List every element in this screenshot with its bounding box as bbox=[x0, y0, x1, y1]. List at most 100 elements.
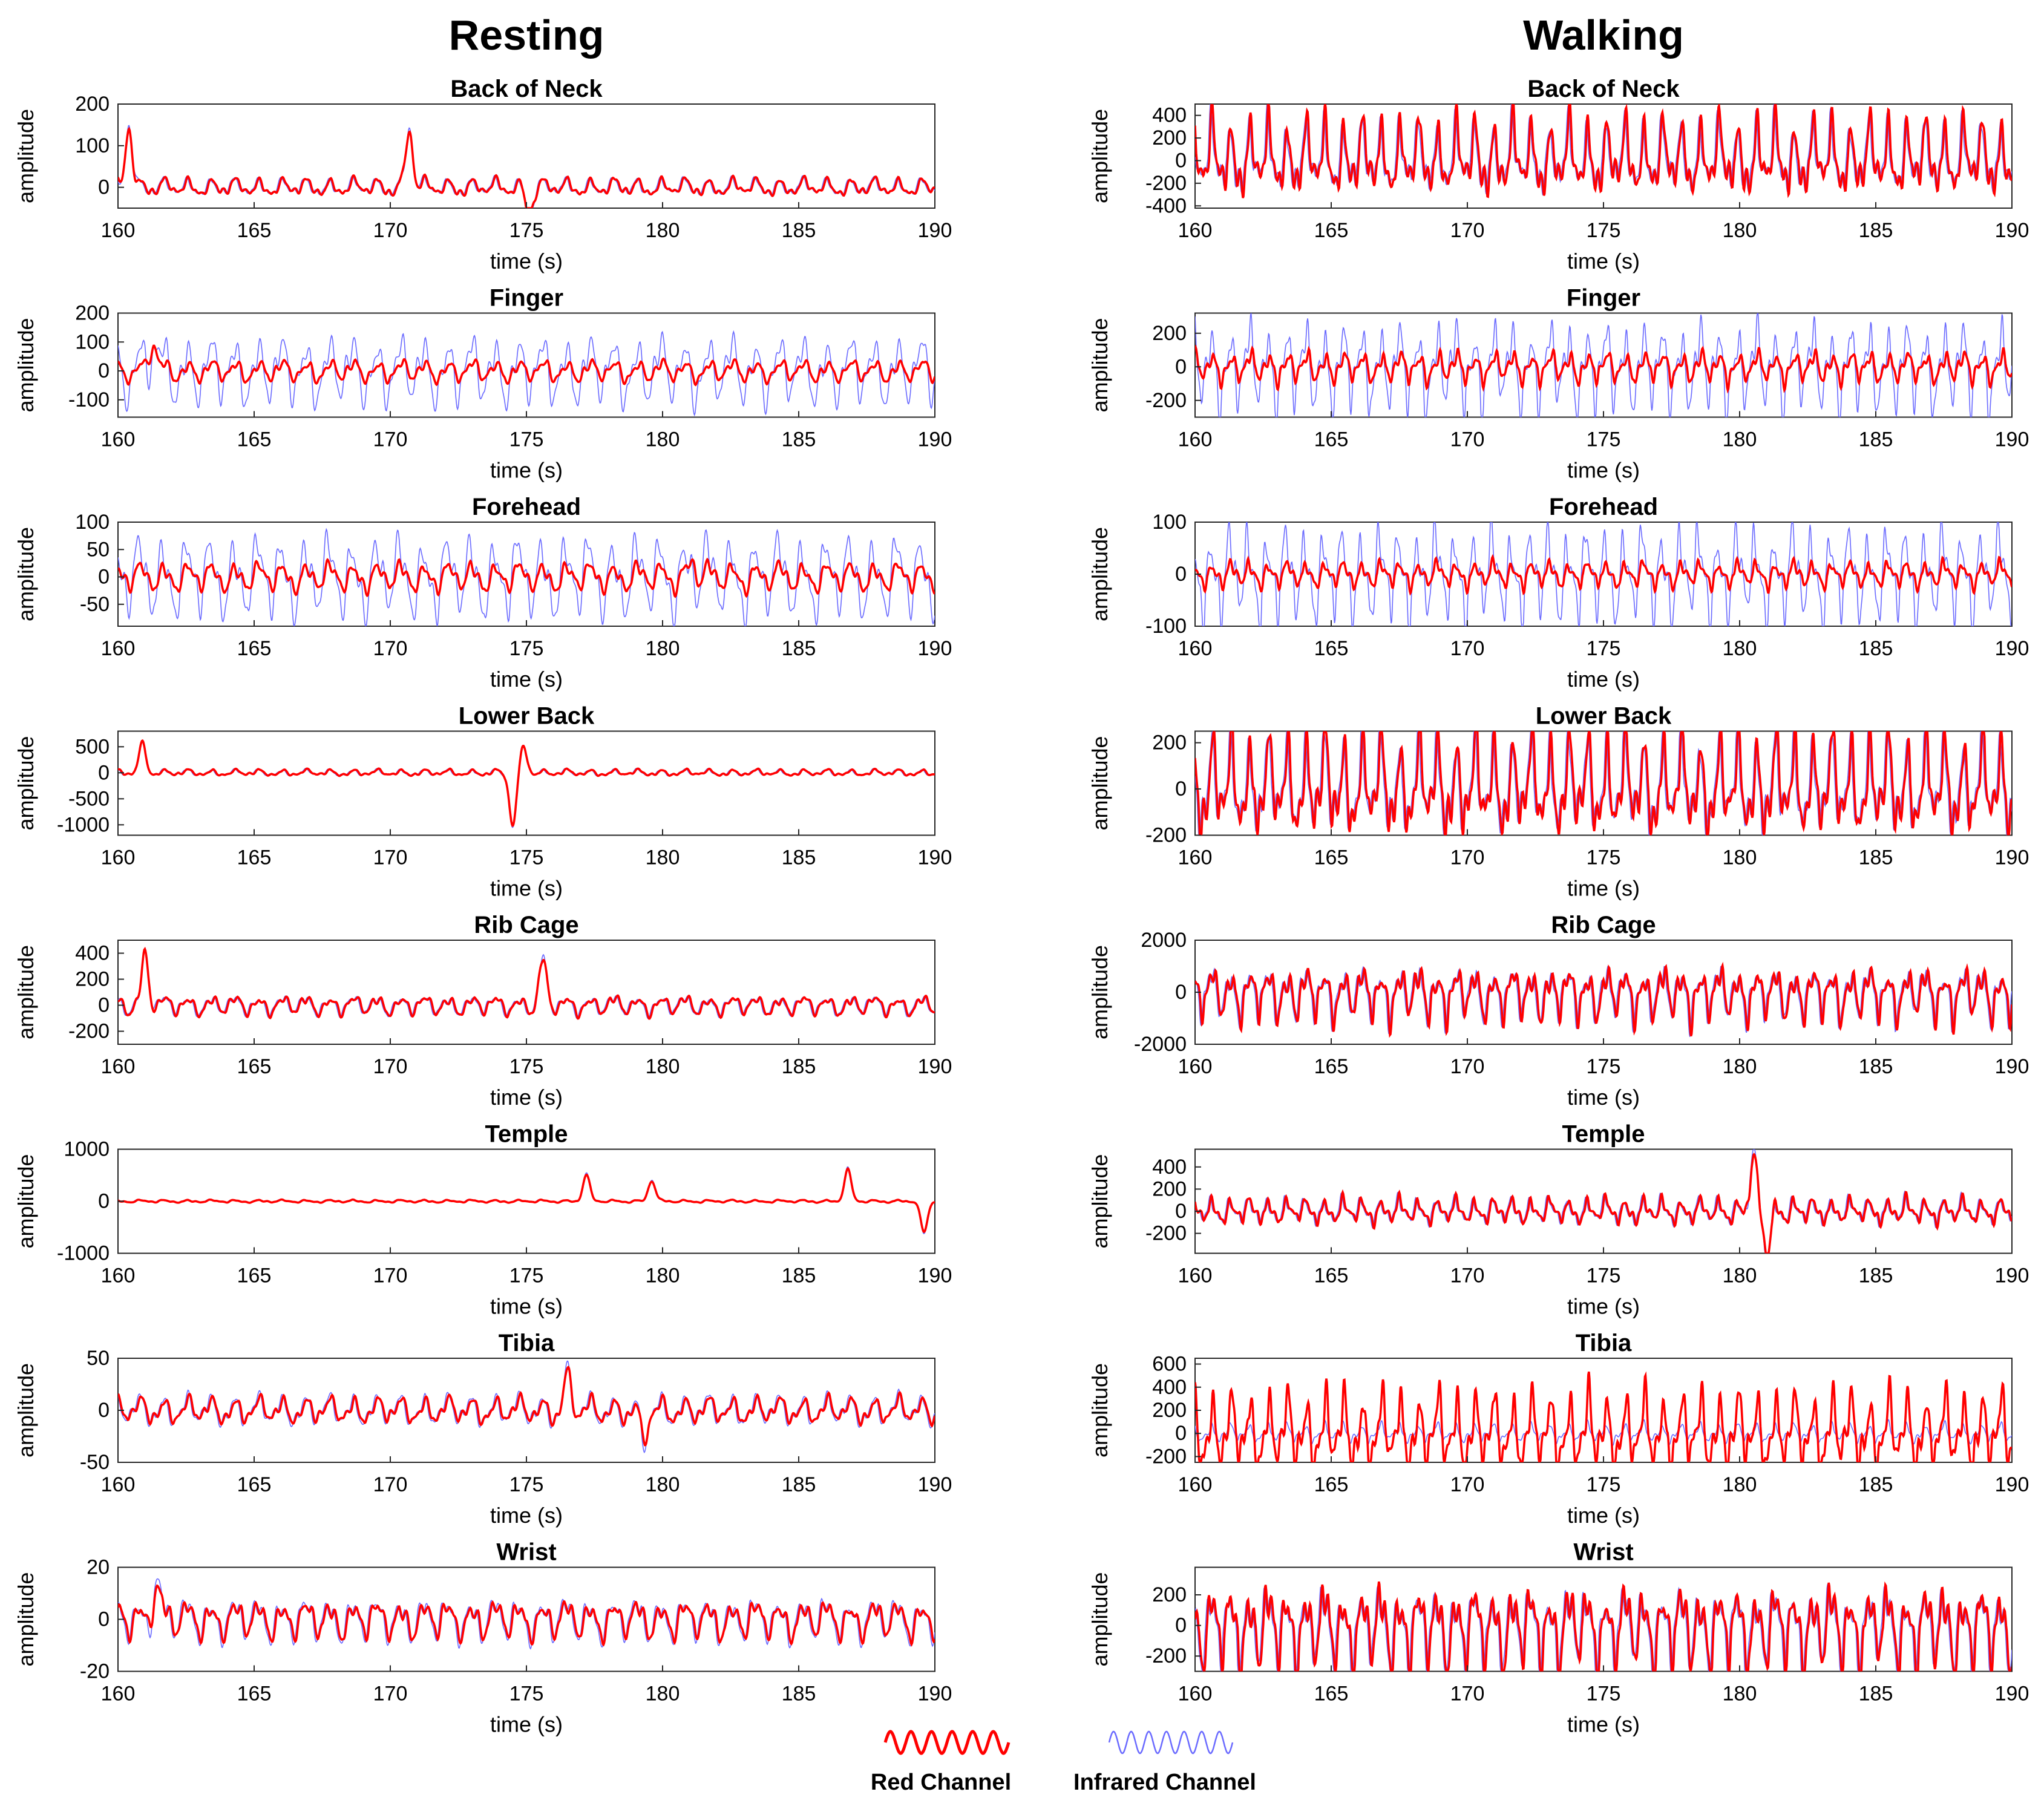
x-tick-label: 190 bbox=[1995, 1055, 2029, 1078]
x-axis-label: time (s) bbox=[490, 1085, 563, 1110]
y-axis-label: amplitude bbox=[13, 318, 38, 412]
x-tick-label: 170 bbox=[373, 846, 408, 869]
x-axis-label: time (s) bbox=[1567, 667, 1640, 692]
panel-title: Tibia bbox=[499, 1330, 555, 1356]
y-tick-label: 400 bbox=[75, 942, 110, 965]
x-tick-label: 190 bbox=[918, 1264, 952, 1287]
x-tick-label: 190 bbox=[1995, 1473, 2029, 1496]
x-axis-label: time (s) bbox=[1567, 1294, 1640, 1319]
x-tick-label: 160 bbox=[101, 219, 136, 242]
x-tick-label: 160 bbox=[101, 637, 136, 660]
x-tick-label: 160 bbox=[101, 1473, 136, 1496]
x-tick-label: 165 bbox=[1314, 1473, 1349, 1496]
axes-box bbox=[117, 940, 935, 1045]
panel-title: Back of Neck bbox=[1527, 76, 1680, 102]
y-tick-label: 0 bbox=[1175, 563, 1187, 586]
x-tick-label: 165 bbox=[237, 637, 272, 660]
y-tick-label: 0 bbox=[98, 761, 110, 784]
y-tick-label: 400 bbox=[1152, 1156, 1187, 1179]
series-red-line bbox=[1195, 1371, 2012, 1462]
x-tick-label: 185 bbox=[1859, 637, 1893, 660]
x-axis-label: time (s) bbox=[1567, 249, 1640, 273]
panel-title: Wrist bbox=[1573, 1539, 1633, 1566]
y-axis-label: amplitude bbox=[13, 109, 38, 203]
legend-red-line bbox=[883, 1730, 1011, 1755]
y-axis-label: amplitude bbox=[13, 1154, 38, 1248]
y-tick-label: 20 bbox=[87, 1556, 110, 1579]
x-axis-label: time (s) bbox=[490, 1294, 563, 1319]
x-tick-label: 160 bbox=[1178, 846, 1213, 869]
series-red-line bbox=[1195, 731, 2012, 836]
x-tick-label: 175 bbox=[509, 219, 544, 242]
panel-title: Wrist bbox=[496, 1539, 556, 1566]
x-tick-label: 190 bbox=[918, 1473, 952, 1496]
x-tick-label: 190 bbox=[1995, 1683, 2029, 1706]
panel-title: Finger bbox=[490, 285, 563, 312]
y-tick-label: 0 bbox=[1175, 777, 1187, 800]
x-axis-label: time (s) bbox=[1567, 458, 1640, 483]
x-tick-label: 175 bbox=[1587, 637, 1621, 660]
x-tick-label: 170 bbox=[1450, 1264, 1485, 1287]
legend-red-label: Red Channel bbox=[870, 1770, 1012, 1795]
legend-ir-sample bbox=[1108, 1730, 1234, 1755]
x-tick-label: 185 bbox=[1859, 1473, 1893, 1496]
y-tick-label: -200 bbox=[1145, 1222, 1187, 1245]
x-axis-label: time (s) bbox=[490, 876, 563, 901]
panel-title: Back of Neck bbox=[450, 76, 603, 102]
x-tick-label: 170 bbox=[1450, 637, 1485, 660]
panel-title: Lower Back bbox=[1536, 703, 1672, 730]
x-axis-label: time (s) bbox=[1567, 1085, 1640, 1110]
x-tick-label: 170 bbox=[373, 637, 408, 660]
x-tick-label: 190 bbox=[1995, 846, 2029, 869]
y-tick-label: 200 bbox=[75, 302, 110, 325]
x-tick-label: 180 bbox=[1723, 219, 1757, 242]
x-tick-label: 160 bbox=[101, 846, 136, 869]
x-tick-label: 185 bbox=[782, 1055, 816, 1078]
x-tick-label: 170 bbox=[373, 1683, 408, 1706]
y-axis-label: amplitude bbox=[13, 945, 38, 1039]
x-tick-label: 190 bbox=[1995, 219, 2029, 242]
x-tick-label: 190 bbox=[918, 219, 952, 242]
y-tick-label: 50 bbox=[87, 1347, 110, 1370]
x-tick-label: 190 bbox=[918, 428, 952, 451]
x-tick-label: 160 bbox=[1178, 1055, 1213, 1078]
x-tick-label: 175 bbox=[509, 1473, 544, 1496]
x-tick-label: 175 bbox=[1587, 1264, 1621, 1287]
y-tick-label: 0 bbox=[98, 1190, 110, 1213]
y-tick-label: -100 bbox=[1145, 615, 1187, 638]
y-tick-label: 200 bbox=[1152, 731, 1187, 754]
y-axis-label: amplitude bbox=[1087, 318, 1112, 412]
x-tick-label: 180 bbox=[646, 637, 680, 660]
x-axis-label: time (s) bbox=[490, 1503, 563, 1528]
x-tick-label: 185 bbox=[1859, 1264, 1893, 1287]
y-tick-label: 100 bbox=[75, 330, 110, 353]
panel-title: Rib Cage bbox=[474, 912, 578, 938]
y-tick-label: 600 bbox=[1152, 1353, 1187, 1376]
series-infrared-line bbox=[1195, 104, 2012, 195]
panel-title: Forehead bbox=[472, 494, 581, 520]
x-tick-label: 175 bbox=[509, 1264, 544, 1287]
x-tick-label: 180 bbox=[1723, 1264, 1757, 1287]
y-tick-label: 0 bbox=[98, 359, 110, 382]
panel-title: Finger bbox=[1567, 285, 1640, 312]
series-infrared-line bbox=[118, 1578, 935, 1650]
y-tick-label: 0 bbox=[98, 1399, 110, 1422]
panel-title: Lower Back bbox=[459, 703, 595, 730]
x-tick-label: 185 bbox=[782, 1683, 816, 1706]
x-tick-label: 180 bbox=[646, 1055, 680, 1078]
series-red-line bbox=[118, 1166, 935, 1233]
series-infrared-line bbox=[1195, 966, 2012, 1037]
x-tick-label: 170 bbox=[373, 428, 408, 451]
panel-title: Rib Cage bbox=[1551, 912, 1656, 938]
x-tick-label: 175 bbox=[1587, 846, 1621, 869]
series-infrared-line bbox=[118, 528, 935, 626]
series-infrared-line bbox=[118, 1360, 935, 1454]
y-tick-label: 200 bbox=[1152, 1399, 1187, 1422]
axes-box bbox=[117, 312, 935, 418]
y-tick-label: 500 bbox=[75, 735, 110, 758]
x-tick-label: 185 bbox=[782, 1473, 816, 1496]
x-tick-label: 160 bbox=[101, 1055, 136, 1078]
series-red-line bbox=[1195, 961, 2012, 1038]
x-tick-label: 160 bbox=[101, 428, 136, 451]
x-tick-label: 175 bbox=[509, 637, 544, 660]
